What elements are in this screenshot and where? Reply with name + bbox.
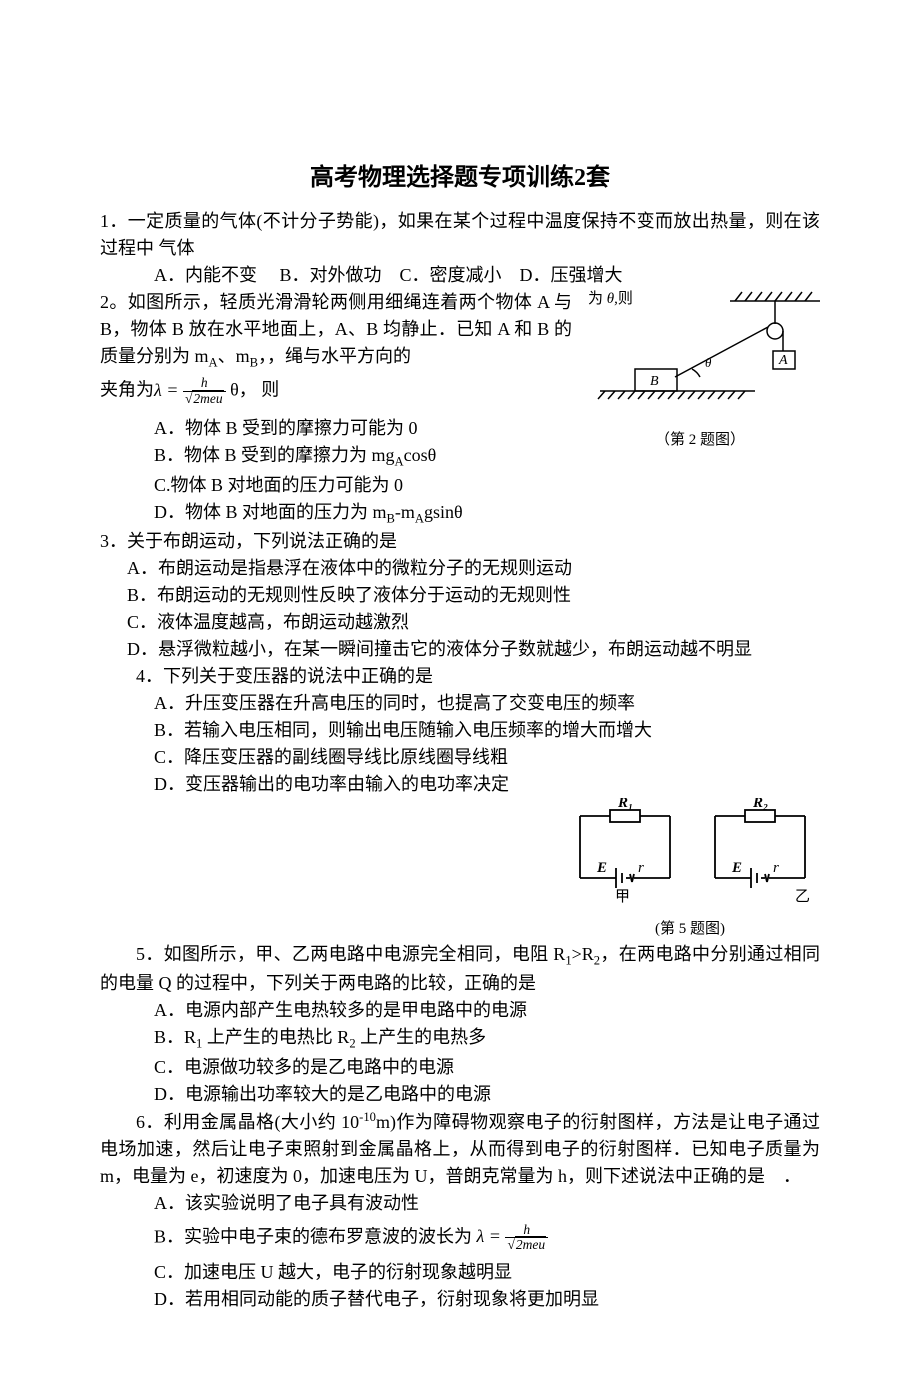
q5-figure-label: (第 5 题图): [560, 918, 820, 941]
q5-optB: B．R1 上产生的电热比 R2 上产生的电热多: [100, 1024, 820, 1053]
q3-optA: A．布朗运动是指悬浮在液体中的微粒分子的无规则运动: [100, 555, 820, 582]
svg-text:E: E: [731, 860, 742, 876]
svg-text:A: A: [778, 353, 788, 368]
q5-optA: A．电源内部产生电热较多的是甲电路中的电源: [100, 997, 820, 1024]
q5-diagram: R₁ R₂ E r E r 甲 乙: [560, 798, 820, 908]
svg-text:r: r: [773, 860, 779, 876]
q3-optD: D．悬浮微粒越小，在某一瞬间撞击它的液体分子数就越少，布朗运动越不明显: [100, 636, 820, 663]
q5-optC: C．电源做功较多的是乙电路中的电源: [100, 1054, 820, 1081]
q1-optB: B．对外做功: [280, 265, 382, 285]
svg-text:B: B: [650, 374, 659, 389]
q1-options: A．内能不变 B．对外做功 C．密度减小 D．压强增大: [100, 262, 820, 289]
q6-optA: A．该实验说明了电子具有波动性: [100, 1190, 820, 1217]
question-5: R₁ R₂ E r E r 甲 乙 (第 5 题图) 5．如图所示，甲、乙两电路…: [100, 798, 820, 1107]
q4-stem: 4．下列关于变压器的说法中正确的是: [100, 663, 820, 690]
q3-optC: C．液体温度越高，布朗运动越激烈: [100, 609, 820, 636]
q5-optD: D．电源输出功率较大的是乙电路中的电源: [100, 1081, 820, 1108]
question-6: 6．利用金属晶格(大小约 10-10m)作为障碍物观察电子的衍射图样，方法是让电…: [100, 1108, 820, 1314]
q6-formula: λ = h2meu: [472, 1226, 548, 1246]
q4-optD: D．变压器输出的电功率由输入的电功率决定: [100, 771, 820, 798]
question-2: 为 θ,则 θ A: [100, 289, 820, 528]
q4-optB: B．若输入电压相同，则输出电压随输入电压频率的增大而增大: [100, 717, 820, 744]
q2-diagram: 为 θ,则 θ A: [580, 289, 820, 419]
q2-optD: D．物体 B 对地面的压力为 mB-mAgsinθ: [100, 499, 820, 528]
q2-optC: C.物体 B 对地面的压力可能为 0: [100, 472, 820, 499]
q3-stem: 3．关于布朗运动，下列说法正确的是: [100, 528, 820, 555]
svg-text:R₂: R₂: [752, 798, 768, 811]
q1-optC: C．密度减小: [400, 265, 502, 285]
q2-figure: 为 θ,则 θ A: [580, 289, 820, 452]
q5-figure: R₁ R₂ E r E r 甲 乙 (第 5 题图): [560, 798, 820, 941]
question-4: 4．下列关于变压器的说法中正确的是 A．升压变压器在升高电压的同时，也提高了交变…: [100, 663, 820, 798]
q4-optA: A．升压变压器在升高电压的同时，也提高了交变电压的频率: [100, 690, 820, 717]
q2-figure-label: （第 2 题图）: [580, 429, 820, 452]
question-1: 1．一定质量的气体(不计分子势能)，如果在某个过程中温度保持不变而放出热量，则在…: [100, 208, 820, 289]
document-title: 高考物理选择题专项训练2套: [100, 160, 820, 196]
svg-text:r: r: [638, 860, 644, 876]
svg-text:R₁: R₁: [617, 798, 633, 811]
q4-optC: C．降压变压器的副线圈导线比原线圈导线粗: [100, 744, 820, 771]
q1-stem: 1．一定质量的气体(不计分子势能)，如果在某个过程中温度保持不变而放出热量，则在…: [100, 208, 820, 262]
q6-stem: 6．利用金属晶格(大小约 10-10m)作为障碍物观察电子的衍射图样，方法是让电…: [100, 1108, 820, 1190]
q1-optD: D．压强增大: [520, 265, 623, 285]
svg-text:乙: 乙: [795, 889, 810, 905]
q6-optD: D．若用相同动能的质子替代电子，衍射现象将更加明显: [100, 1286, 820, 1313]
svg-text:E: E: [596, 860, 607, 876]
question-3: 3．关于布朗运动，下列说法正确的是 A．布朗运动是指悬浮在液体中的微粒分子的无规…: [100, 528, 820, 663]
q3-optB: B．布朗运动的无规则性反映了液体分于运动的无规则性: [100, 582, 820, 609]
q2-formula: λ = h2meu: [154, 380, 226, 400]
svg-text:为 θ,则: 为 θ,则: [588, 290, 633, 307]
q6-optB: B．实验中电子束的德布罗意波的波长为 λ = h2meu: [100, 1223, 820, 1254]
q6-optC: C．加速电压 U 越大，电子的衍射现象越明显: [100, 1259, 820, 1286]
svg-text:甲: 甲: [615, 889, 630, 905]
q1-optA: A．内能不变: [154, 265, 257, 285]
svg-text:θ: θ: [705, 355, 712, 370]
